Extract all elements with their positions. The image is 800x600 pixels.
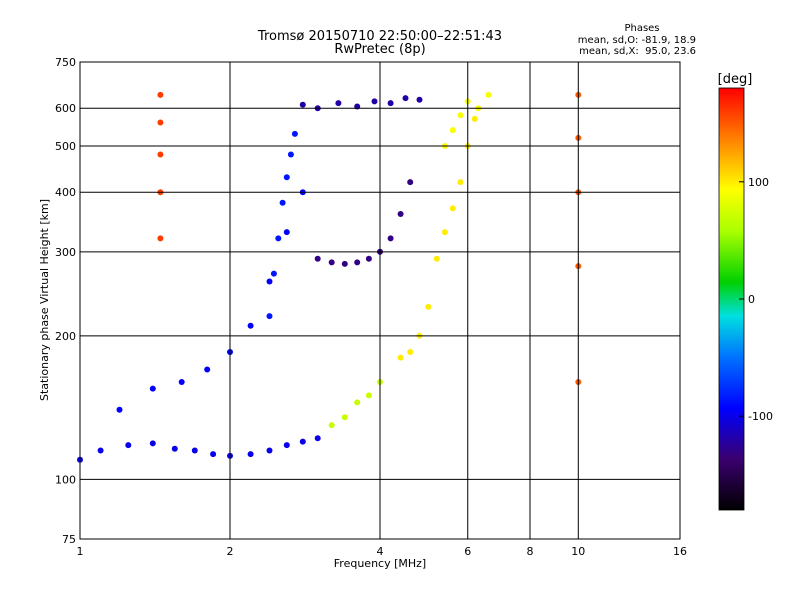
data-point: [299, 101, 306, 108]
data-point: [283, 442, 290, 449]
y-tick-label: 300: [55, 246, 76, 259]
x-axis-ticks: 1 2 4 6 8 10 16: [77, 545, 688, 558]
y-tick-label: 500: [55, 140, 76, 153]
data-point: [314, 255, 321, 262]
data-point: [407, 349, 414, 355]
x-tick-label: 6: [464, 545, 471, 558]
data-point: [97, 447, 104, 454]
data-point: [354, 259, 361, 266]
y-axis-ticks: 75 100 200 300 400 500 600 750: [55, 56, 76, 546]
data-point: [397, 354, 404, 361]
data-point: [191, 447, 198, 454]
data-point: [157, 91, 164, 98]
data-point: [449, 127, 456, 134]
data-point: [328, 259, 335, 266]
chart-subtitle: RwPretec (8p): [334, 42, 425, 57]
data-point: [247, 451, 254, 458]
data-point: [291, 130, 298, 137]
data-point: [116, 406, 123, 413]
y-tick-label: 200: [55, 330, 76, 343]
data-point: [266, 278, 273, 285]
y-tick-label: 75: [62, 533, 76, 546]
data-point: [125, 442, 132, 449]
data-point: [157, 151, 164, 158]
data-point: [485, 91, 492, 98]
data-point: [341, 414, 348, 421]
x-tick-label: 10: [571, 545, 585, 558]
grid-layer: [80, 62, 680, 539]
data-point: [407, 179, 414, 186]
data-point: [299, 438, 306, 445]
data-point: [314, 435, 321, 442]
colorbar-ticks: 100 0 -100: [739, 176, 773, 423]
data-point: [397, 211, 404, 217]
data-point: [433, 255, 440, 262]
y-tick-label: 400: [55, 186, 76, 199]
x-tick-label: 8: [527, 545, 534, 558]
data-point: [204, 366, 211, 373]
colorbar-tick-label: 100: [748, 176, 769, 189]
data-point: [335, 100, 342, 107]
data-point: [387, 235, 394, 242]
data-point: [457, 112, 464, 119]
stats-o-mode: mean, sd,O: -81.9, 18.9: [578, 35, 696, 46]
data-point: [247, 322, 254, 329]
x-tick-label: 1: [77, 545, 84, 558]
data-point: [275, 235, 282, 242]
data-point: [365, 255, 372, 262]
data-point: [457, 179, 464, 186]
data-point: [341, 260, 348, 267]
data-point: [387, 100, 394, 107]
data-point: [149, 440, 156, 447]
y-axis-label: Stationary phase Virtual Height [km]: [38, 199, 51, 401]
data-point: [266, 313, 273, 320]
stats-heading: Phases: [624, 23, 659, 34]
data-point: [266, 447, 273, 454]
data-point: [328, 422, 335, 429]
plot-frame: [79, 61, 681, 540]
x-tick-label: 2: [227, 545, 234, 558]
stats-x-mode: mean, sd,X: 95.0, 23.6: [579, 46, 696, 57]
chart-title: Tromsø 20150710 22:50:00–22:51:43: [257, 29, 502, 44]
y-tick-label: 600: [55, 102, 76, 115]
y-tick-label: 100: [55, 473, 76, 486]
data-point: [270, 270, 277, 277]
data-point: [283, 229, 290, 236]
data-point: [279, 199, 286, 206]
data-point: [354, 399, 361, 406]
data-point: [402, 95, 409, 102]
data-point: [283, 174, 290, 181]
data-point: [210, 451, 217, 458]
data-point: [441, 229, 448, 236]
data-point: [449, 205, 456, 212]
y-tick-label: 750: [55, 56, 76, 69]
data-point: [157, 235, 164, 242]
colorbar-label: [deg]: [718, 72, 753, 87]
x-axis-label: Frequency [MHz]: [334, 557, 426, 570]
x-tick-label: 4: [377, 545, 384, 558]
data-point: [471, 115, 478, 122]
data-point: [149, 385, 156, 392]
colorbar-tick-label: 0: [748, 293, 755, 306]
data-point: [157, 119, 164, 126]
data-point: [365, 392, 372, 399]
data-point: [416, 96, 423, 103]
data-point: [287, 151, 294, 158]
data-point: [178, 379, 185, 385]
data-points-layer: [77, 91, 582, 463]
data-point: [425, 303, 432, 310]
data-point: [371, 98, 378, 105]
x-tick-label: 16: [673, 545, 687, 558]
data-point: [171, 445, 178, 452]
colorbar-tick-label: -100: [748, 410, 773, 423]
